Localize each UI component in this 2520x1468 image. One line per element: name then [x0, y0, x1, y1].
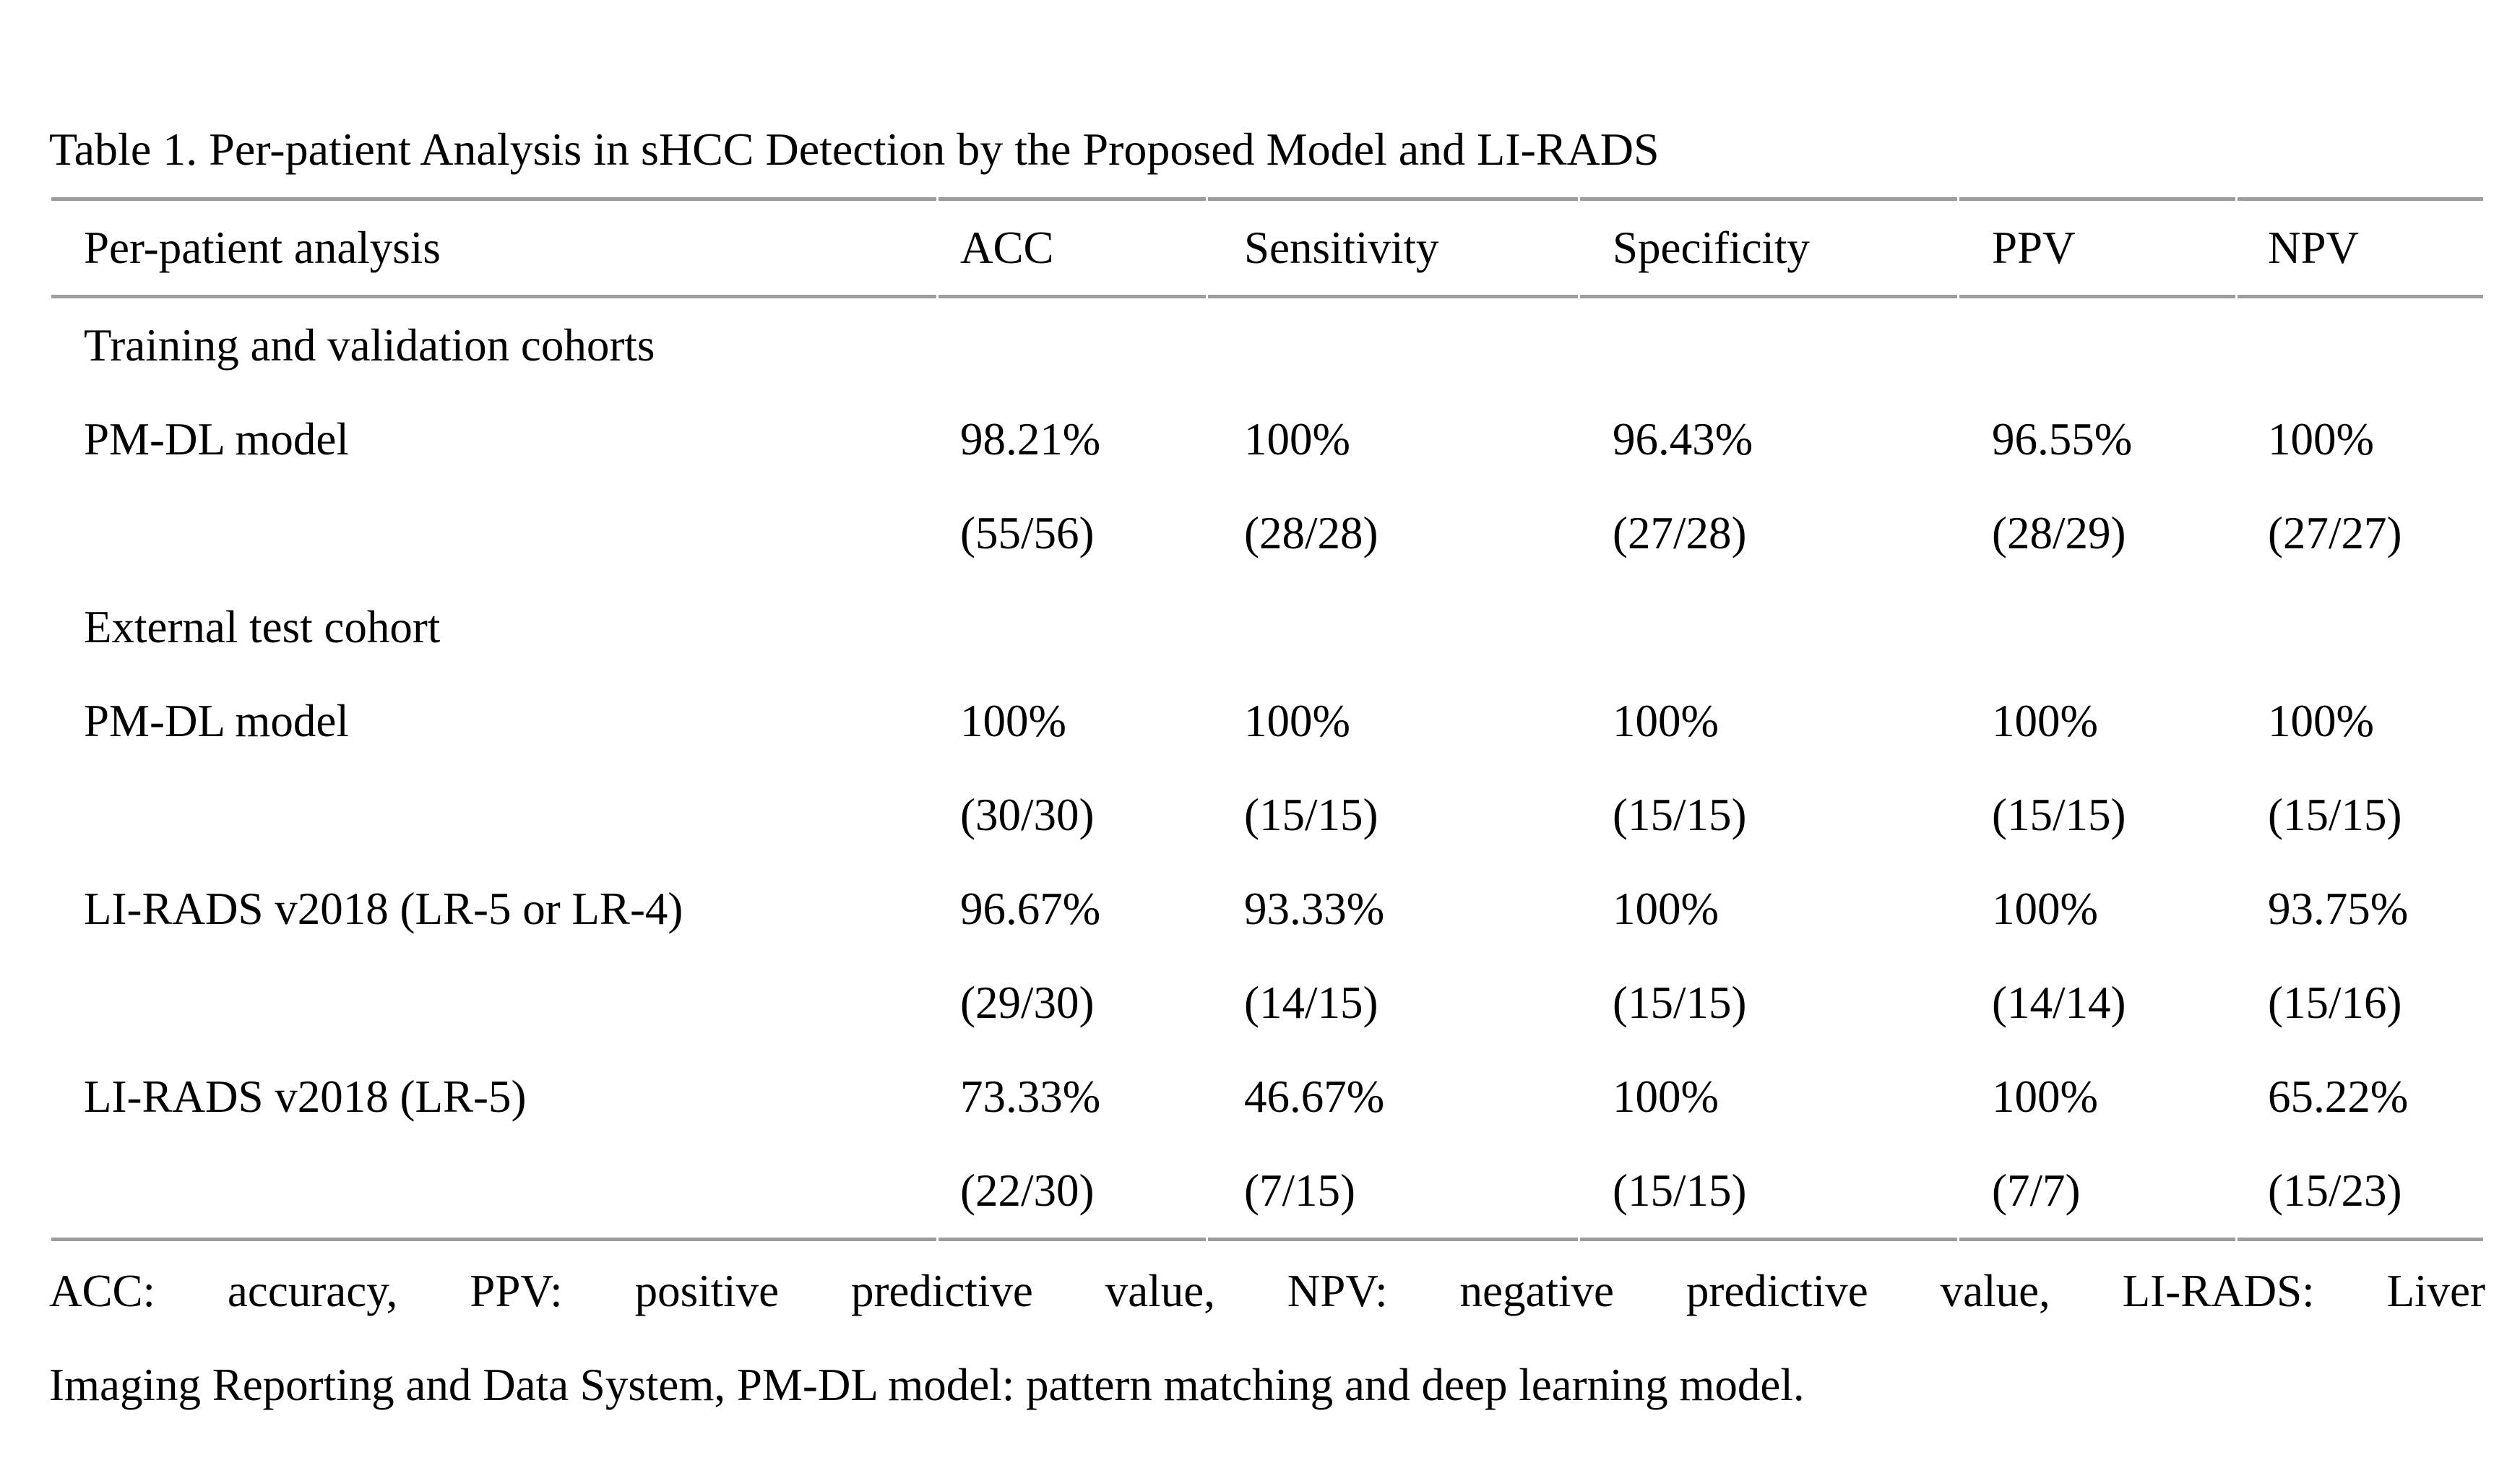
column-header-acc: ACC	[938, 197, 1206, 298]
section-row-external-test: External test cohort	[51, 580, 2483, 674]
table-cell: 96.55%	[1992, 413, 2133, 465]
table-cell: (14/14)	[1992, 977, 2126, 1028]
table-cell: 100%	[1992, 695, 2098, 746]
column-header-sensitivity: Sensitivity	[1208, 197, 1578, 298]
table-cell: 100%	[2268, 413, 2374, 465]
table-cell	[2238, 298, 2483, 392]
table-cell: (30/30)	[960, 789, 1095, 840]
table-cell: (15/15)	[1613, 977, 1747, 1028]
table-cell: (29/30)	[960, 977, 1095, 1028]
table-cell: (15/15)	[2268, 789, 2402, 840]
table-footnote: ACC: accuracy, PPV: positive predictive …	[49, 1244, 2485, 1432]
table-cell	[1580, 580, 1957, 674]
table-cell: (7/7)	[1959, 1144, 2235, 1241]
table-cell: (15/15)	[1992, 789, 2126, 840]
table-cell	[2238, 580, 2483, 674]
table-cell: 100%	[1613, 695, 1719, 746]
table-cell	[1208, 580, 1578, 674]
table-cell: (22/30)	[938, 1144, 1206, 1241]
footnote-line-1: ACC: accuracy, PPV: positive predictive …	[49, 1266, 2485, 1316]
data-row-pmdl-trainval-counts: (55/56) (28/28) (27/28) (28/29) (27/27)	[51, 486, 2483, 580]
table-cell: (7/15)	[1208, 1144, 1578, 1241]
row-label	[51, 768, 936, 862]
table-cell: 98.21%	[960, 413, 1101, 465]
table-cell: 73.33%	[960, 1071, 1101, 1122]
data-row-lirads-lr5-or-lr4-counts: (29/30) (14/15) (15/15) (14/14) (15/16)	[51, 956, 2483, 1050]
table-cell: (14/15)	[1244, 977, 1378, 1028]
table-cell	[1959, 580, 2235, 674]
row-label	[51, 956, 936, 1050]
table-cell: 93.33%	[1244, 883, 1385, 934]
table-cell: (27/27)	[2268, 507, 2402, 558]
data-row-pmdl-trainval-pct: PM-DL model 98.21% 100% 96.43% 96.55% 10…	[51, 392, 2483, 486]
table-cell	[1959, 298, 2235, 392]
footnote-line-2: Imaging Reporting and Data System, PM-DL…	[49, 1360, 1805, 1410]
row-label: LI-RADS v2018 (LR-5)	[84, 1071, 527, 1122]
header-row: Per-patient analysis ACC Sensitivity Spe…	[51, 197, 2483, 298]
section-label: External test cohort	[84, 601, 441, 652]
table-title: Table 1. Per-patient Analysis in sHCC De…	[49, 124, 1660, 175]
table-cell: 93.75%	[2268, 883, 2409, 934]
table-cell: (15/15)	[1244, 789, 1378, 840]
table-cell: 100%	[1992, 1071, 2098, 1122]
data-row-lirads-lr5-pct: LI-RADS v2018 (LR-5) 73.33% 46.67% 100% …	[51, 1050, 2483, 1144]
column-header-specificity: Specificity	[1580, 197, 1957, 298]
data-row-lirads-lr5-or-lr4-pct: LI-RADS v2018 (LR-5 or LR-4) 96.67% 93.3…	[51, 862, 2483, 956]
row-label: LI-RADS v2018 (LR-5 or LR-4)	[84, 883, 683, 934]
row-label: PM-DL model	[84, 695, 349, 746]
row-label: PM-DL model	[84, 413, 349, 465]
table-cell: 100%	[960, 695, 1066, 746]
table-cell: 65.22%	[2268, 1071, 2409, 1122]
per-patient-analysis-table: Per-patient analysis ACC Sensitivity Spe…	[49, 197, 2485, 1241]
table-cell	[1208, 298, 1578, 392]
section-row-training-validation: Training and validation cohorts	[51, 298, 2483, 392]
table-cell: (15/23)	[2238, 1144, 2483, 1241]
data-row-lirads-lr5-counts: (22/30) (7/15) (15/15) (7/7) (15/23)	[51, 1144, 2483, 1241]
table-cell: 100%	[1613, 883, 1719, 934]
table-cell: 46.67%	[1244, 1071, 1385, 1122]
column-header-per-patient-analysis: Per-patient analysis	[51, 197, 936, 298]
column-header-ppv: PPV	[1959, 197, 2235, 298]
table-cell: 96.43%	[1613, 413, 1753, 465]
table-cell: (15/15)	[1580, 1144, 1957, 1241]
section-label: Training and validation cohorts	[84, 319, 655, 371]
table-cell: (15/16)	[2268, 977, 2402, 1028]
row-label	[51, 486, 936, 580]
data-row-pmdl-external-pct: PM-DL model 100% 100% 100% 100% 100%	[51, 674, 2483, 768]
table-cell: (15/15)	[1613, 789, 1747, 840]
table-cell: 100%	[1244, 695, 1350, 746]
table-cell: 96.67%	[960, 883, 1101, 934]
data-row-pmdl-external-counts: (30/30) (15/15) (15/15) (15/15) (15/15)	[51, 768, 2483, 862]
table-cell: 100%	[1992, 883, 2098, 934]
table-cell	[938, 298, 1206, 392]
table-cell: 100%	[1613, 1071, 1719, 1122]
table-cell: (55/56)	[960, 507, 1095, 558]
row-label	[51, 1144, 936, 1241]
table-cell	[1580, 298, 1957, 392]
table-cell: (27/28)	[1613, 507, 1747, 558]
column-header-npv: NPV	[2238, 197, 2483, 298]
table-cell: 100%	[1244, 413, 1350, 465]
table-cell	[938, 580, 1206, 674]
table-cell: (28/28)	[1244, 507, 1378, 558]
table-cell: (28/29)	[1992, 507, 2126, 558]
table-cell: 100%	[2268, 695, 2374, 746]
